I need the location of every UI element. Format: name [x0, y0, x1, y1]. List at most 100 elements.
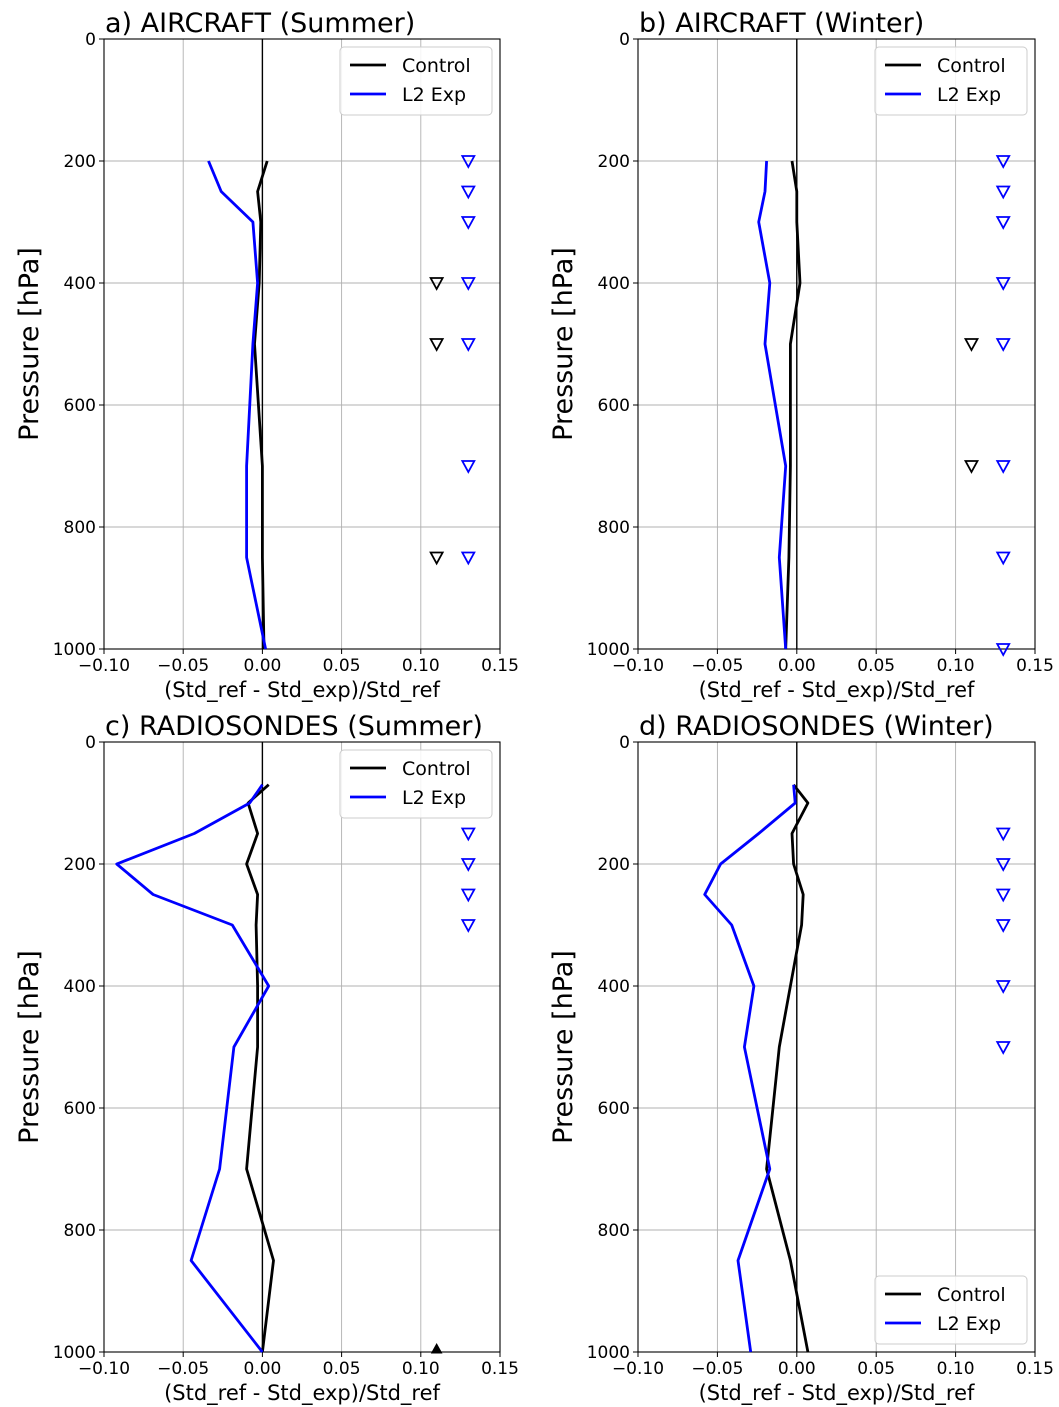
significance-marker: [995, 277, 1011, 291]
legend: Control L2 Exp: [339, 46, 493, 116]
significance-marker: [460, 216, 476, 230]
x-tick-label: 0.00: [243, 1359, 281, 1379]
y-tick-label: 600: [64, 1099, 96, 1119]
y-tick-label: 1000: [587, 1343, 630, 1363]
x-tick-label: 0.15: [481, 656, 519, 676]
y-tick-label: 0: [619, 733, 630, 753]
series-line-control: [253, 160, 269, 650]
y-axis-label: Pressure [hPa]: [14, 247, 45, 441]
significance-marker: [429, 338, 445, 352]
series-line-l2-exp: [115, 783, 271, 1353]
chart-title: c) RADIOSONDES (Summer): [105, 711, 483, 742]
y-tick-label: 800: [64, 1221, 96, 1241]
plot-frame: [637, 38, 1036, 650]
y-tick-label: 0: [619, 30, 630, 50]
significance-marker: [460, 460, 476, 474]
chart-title: a) AIRCRAFT (Summer): [105, 8, 415, 39]
y-axis-label: Pressure [hPa]: [14, 950, 45, 1144]
x-tick-label: 0.00: [778, 656, 816, 676]
significance-marker: [995, 216, 1011, 230]
series-line-l2-exp: [703, 784, 797, 1353]
y-tick-label: 400: [64, 977, 96, 997]
x-tick-label: 0.10: [402, 1359, 440, 1379]
y-tick-label: 200: [64, 152, 96, 172]
significance-marker: [460, 858, 476, 872]
plot-frame: [103, 38, 501, 650]
x-tick-label: 0.10: [937, 1359, 975, 1379]
y-tick-label: 600: [598, 396, 630, 416]
significance-marker: [995, 888, 1011, 903]
x-tick-label: 0.15: [481, 1359, 519, 1379]
significance-marker: [460, 185, 476, 200]
plot-frame: [103, 741, 501, 1353]
significance-marker: [995, 460, 1011, 474]
significance-marker: [995, 1041, 1011, 1055]
y-tick-label: 600: [598, 1099, 630, 1119]
chart-panel-3: −0.10 −0.05 0.00 0.05 0.10 0.15 0 200 400 600 800 1…: [14, 711, 519, 1406]
y-axis-label: Pressure [hPa]: [548, 247, 579, 441]
x-tick-label: −0.05: [691, 656, 743, 676]
legend-entry-label: L2 Exp: [937, 1313, 1001, 1335]
legend-entry-label: Control: [402, 758, 471, 780]
chart-panel-4: −0.10 −0.05 0.00 0.05 0.10 0.15 0 200 400 600 800 1…: [548, 711, 1054, 1406]
significance-marker: [995, 643, 1011, 657]
significance-marker: [460, 551, 476, 566]
x-tick-label: 0.05: [323, 656, 361, 676]
legend-entry-label: Control: [937, 1284, 1006, 1306]
plot-frame: [637, 741, 1036, 1353]
y-tick-label: 400: [598, 274, 630, 294]
x-tick-label: 0.00: [778, 1359, 816, 1379]
legend-entry-label: L2 Exp: [937, 84, 1001, 106]
y-tick-label: 1000: [53, 640, 96, 660]
x-tick-label: 0.15: [1016, 656, 1054, 676]
significance-marker: [995, 155, 1011, 169]
significance-marker: [995, 185, 1011, 200]
significance-marker: [460, 827, 476, 842]
x-tick-label: 0.15: [1016, 1359, 1054, 1379]
x-tick-label: −0.05: [157, 656, 209, 676]
legend-entry-label: L2 Exp: [402, 787, 466, 809]
significance-marker: [430, 1342, 443, 1354]
y-tick-label: 200: [64, 855, 96, 875]
y-tick-label: 800: [598, 518, 630, 538]
y-tick-label: 200: [598, 152, 630, 172]
legend: Control L2 Exp: [874, 46, 1028, 116]
x-tick-label: 0.10: [937, 656, 975, 676]
x-tick-label: 0.10: [402, 656, 440, 676]
x-tick-label: 0.05: [857, 1359, 895, 1379]
significance-marker: [429, 551, 445, 566]
significance-marker: [460, 888, 476, 903]
legend-entry-label: Control: [937, 55, 1006, 77]
chart-panel-2: −0.10 −0.05 0.00 0.05 0.10 0.15 0 200 400 600 800 1…: [548, 8, 1054, 703]
y-tick-label: 800: [64, 518, 96, 538]
y-tick-label: 0: [85, 30, 96, 50]
y-tick-label: 1000: [587, 640, 630, 660]
y-tick-label: 600: [64, 396, 96, 416]
x-tick-label: 0.00: [243, 656, 281, 676]
y-tick-label: 800: [598, 1221, 630, 1241]
legend: Control L2 Exp: [874, 1275, 1028, 1345]
y-axis-label: Pressure [hPa]: [548, 950, 579, 1144]
x-axis-label: (Std_ref - Std_exp)/Std_ref: [699, 1381, 975, 1406]
x-tick-label: −0.05: [691, 1359, 743, 1379]
series-line-control: [784, 160, 802, 650]
x-tick-label: −0.10: [612, 1359, 664, 1379]
series-line-control: [765, 783, 810, 1353]
significance-marker: [460, 155, 476, 169]
significance-marker: [995, 551, 1011, 566]
series-line-l2-exp: [207, 160, 267, 650]
x-axis-label: (Std_ref - Std_exp)/Std_ref: [164, 678, 440, 703]
x-tick-label: −0.10: [78, 1359, 130, 1379]
x-tick-label: −0.10: [612, 656, 664, 676]
legend: Control L2 Exp: [339, 749, 493, 819]
significance-marker: [995, 980, 1011, 994]
y-tick-label: 1000: [53, 1343, 96, 1363]
significance-marker: [460, 277, 476, 291]
legend-entry-label: Control: [402, 55, 471, 77]
significance-marker: [429, 277, 445, 291]
chart-panel-1: −0.10 −0.05 0.00 0.05 0.10 0.15 0 200 400 600 800 1…: [14, 8, 519, 703]
series-line-control: [245, 783, 275, 1353]
chart-title: d) RADIOSONDES (Winter): [639, 711, 994, 742]
x-tick-label: −0.10: [78, 656, 130, 676]
